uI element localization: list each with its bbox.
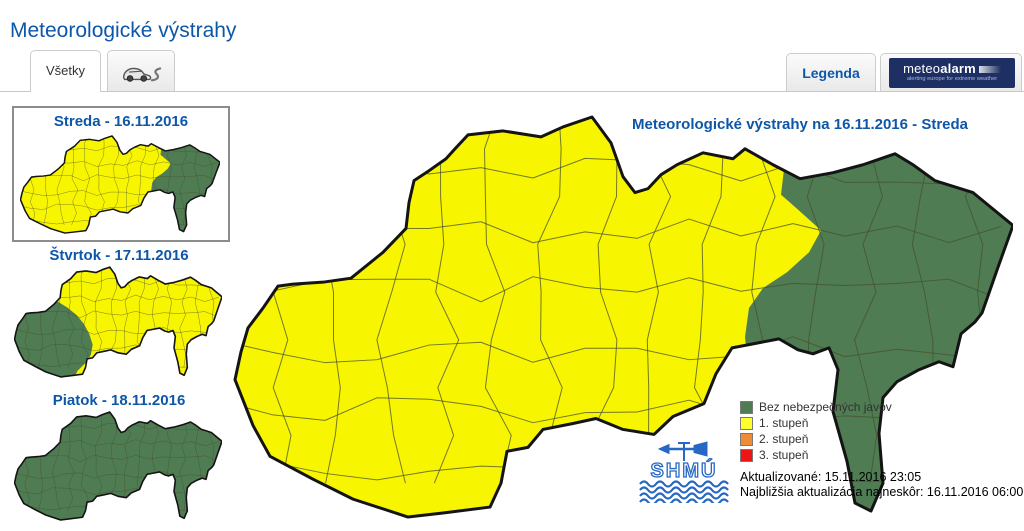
next-update-text: Najbližšia aktualizácia najneskôr: 16.11… [740,485,1024,499]
main-map-title: Meteorologické výstrahy na 16.11.2016 - … [632,116,968,133]
legend-label-safe: Bez nebezpečných javov [759,400,892,414]
map-legend: Bez nebezpečných javov 1. stupeň 2. stup… [740,401,892,465]
tab-all-warnings[interactable]: Všetky [30,50,101,92]
legend-item-level1: 1. stupeň [740,417,892,430]
legend-label-level1: 1. stupeň [759,416,809,430]
legend-swatch-red [740,449,753,462]
legend-button-label: Legenda [802,65,860,81]
shmu-logo[interactable]: SHMÚ [636,441,732,506]
day-card-streda[interactable]: Streda - 16.11.2016 [12,106,230,242]
legend-label-level2: 2. stupeň [759,432,809,446]
shmu-logo-text: SHMÚ [651,458,718,482]
weather-vane-icon [657,441,708,461]
legend-item-level3: 3. stupeň [740,449,892,462]
car-road-icon [122,67,162,82]
legend-label-level3: 3. stupeň [759,448,809,462]
thumbnail-map-streda [20,135,220,234]
meteoalarm-button[interactable]: meteoalarm alerting europe for extreme w… [880,53,1022,91]
legend-item-level2: 2. stupeň [740,433,892,446]
legend-swatch-green [740,401,753,414]
meteoalarm-brand-bold: alarm [940,61,976,76]
legend-item-safe: Bez nebezpečných javov [740,401,892,414]
day-label-stvrtok: Štvrtok - 17.11.2016 [49,247,189,264]
thumbnail-map-stvrtok[interactable] [14,266,222,378]
shmu-logo-graphic: SHMÚ [639,441,729,506]
tabs-divider [0,91,1024,92]
tab-all-label: Všetky [45,63,85,78]
slovakia-warning-map[interactable] [233,113,1013,521]
meteoalarm-tagline: alerting europe for extreme weather [906,76,998,82]
legend-swatch-yellow [740,417,753,430]
legend-button[interactable]: Legenda [786,53,876,91]
page-title: Meteorologické výstrahy [10,19,237,43]
meteoalarm-brand-regular: meteo [903,61,941,76]
update-status: Aktualizované: 15.11.2016 23:05 Najbližš… [740,470,1024,500]
meteoalarm-fade-bar [978,66,1001,73]
thumbnail-map-piatok[interactable] [14,411,222,521]
updated-text: Aktualizované: 15.11.2016 23:05 [740,470,922,484]
day-label-streda: Streda - 16.11.2016 [53,113,189,130]
day-label-piatok: Piatok - 18.11.2016 [52,392,186,409]
tab-driving-conditions[interactable] [107,50,175,91]
legend-swatch-orange [740,433,753,446]
meteoalarm-logo: meteoalarm alerting europe for extreme w… [889,58,1015,88]
water-waves-icon [639,480,729,506]
